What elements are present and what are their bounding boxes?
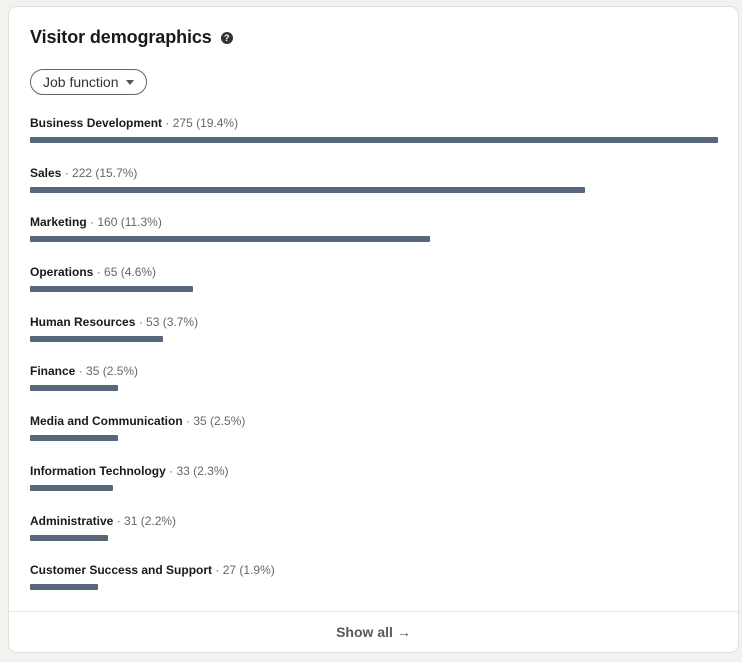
bar-row: Information Technology · 33 (2.3%) <box>30 464 718 514</box>
bar-track <box>30 435 718 442</box>
card-header: Visitor demographics ? <box>30 27 233 48</box>
card-title: Visitor demographics <box>30 27 212 47</box>
bar-label: Information Technology · 33 (2.3%) <box>30 464 718 478</box>
bar-label: Business Development · 275 (19.4%) <box>30 116 718 130</box>
category-name: Human Resources <box>30 314 136 329</box>
bar-track <box>30 584 718 591</box>
separator-dot: · <box>113 513 125 528</box>
bar-label: Customer Success and Support · 27 (1.9%) <box>30 563 718 577</box>
bar-track <box>30 534 718 541</box>
bar-row: Human Resources · 53 (3.7%) <box>30 315 718 365</box>
category-count: 33 (2.3%) <box>176 463 229 478</box>
category-name: Information Technology <box>30 463 166 478</box>
category-count: 222 (15.7%) <box>72 165 138 180</box>
separator-dot: · <box>165 463 177 478</box>
separator-dot: · <box>93 265 105 280</box>
separator-dot: · <box>61 165 73 180</box>
category-count: 27 (1.9%) <box>222 563 275 578</box>
bar-fill <box>30 534 108 541</box>
visitor-demographics-card: Visitor demographics ? Job function Busi… <box>9 7 738 652</box>
bar-label: Marketing · 160 (11.3%) <box>30 215 718 229</box>
category-name: Marketing <box>30 215 87 230</box>
bar-track <box>30 385 718 392</box>
bar-fill <box>30 137 718 143</box>
bar-label: Human Resources · 53 (3.7%) <box>30 315 718 329</box>
bar-fill <box>30 435 118 442</box>
category-name: Customer Success and Support <box>30 563 213 578</box>
show-all-label: Show all <box>336 624 393 640</box>
job-function-filter-button[interactable]: Job function <box>30 69 147 95</box>
bar-row: Business Development · 275 (19.4%) <box>30 116 718 166</box>
bar-track <box>30 286 718 293</box>
demographics-bar-chart: Business Development · 275 (19.4%) Sales … <box>30 116 718 613</box>
bar-row: Marketing · 160 (11.3%) <box>30 215 718 265</box>
bar-fill <box>30 186 585 193</box>
separator-dot: · <box>75 364 87 379</box>
category-name: Finance <box>30 364 76 379</box>
bar-fill <box>30 385 118 392</box>
category-name: Operations <box>30 265 94 280</box>
separator-dot: · <box>162 116 173 130</box>
bar-fill <box>30 236 430 243</box>
bar-fill <box>30 484 113 491</box>
category-count: 53 (3.7%) <box>146 314 199 329</box>
category-count: 275 (19.4%) <box>172 116 239 130</box>
bar-track <box>30 236 718 243</box>
category-count: 35 (2.5%) <box>193 414 246 429</box>
bar-fill <box>30 584 98 591</box>
arrow-right-icon: → <box>396 624 411 640</box>
filter-label: Job function <box>43 74 119 90</box>
separator-dot: · <box>212 563 223 578</box>
category-name: Business Development <box>30 116 163 130</box>
bar-fill <box>30 286 193 293</box>
bar-fill <box>30 335 163 342</box>
bar-row: Finance · 35 (2.5%) <box>30 364 718 414</box>
bar-label: Finance · 35 (2.5%) <box>30 364 718 378</box>
separator-dot: · <box>86 215 98 230</box>
category-name: Administrative <box>30 513 114 528</box>
caret-down-icon <box>125 79 134 85</box>
bar-row: Sales · 222 (15.7%) <box>30 166 718 216</box>
separator-dot: · <box>182 414 194 429</box>
show-all-button[interactable]: Show all → <box>9 612 738 652</box>
bar-track <box>30 335 718 342</box>
category-name: Sales <box>30 165 62 180</box>
bar-label: Operations · 65 (4.6%) <box>30 265 718 279</box>
bar-label: Media and Communication · 35 (2.5%) <box>30 414 718 428</box>
bar-track <box>30 186 718 193</box>
footer-divider <box>9 611 738 612</box>
question-circle-icon[interactable]: ? <box>220 32 233 44</box>
bar-row: Media and Communication · 35 (2.5%) <box>30 414 718 464</box>
bar-row: Customer Success and Support · 27 (1.9%) <box>30 563 718 613</box>
bar-row: Administrative · 31 (2.2%) <box>30 514 718 564</box>
bar-row: Operations · 65 (4.6%) <box>30 265 718 315</box>
bar-track <box>30 484 718 491</box>
category-count: 160 (11.3%) <box>97 215 162 230</box>
bar-label: Administrative · 31 (2.2%) <box>30 514 718 528</box>
category-count: 65 (4.6%) <box>104 265 157 280</box>
bar-track <box>30 137 718 143</box>
bar-label: Sales · 222 (15.7%) <box>30 166 718 180</box>
category-name: Media and Communication <box>30 414 183 429</box>
category-count: 31 (2.2%) <box>124 513 177 528</box>
separator-dot: · <box>135 314 147 329</box>
category-count: 35 (2.5%) <box>86 364 139 379</box>
